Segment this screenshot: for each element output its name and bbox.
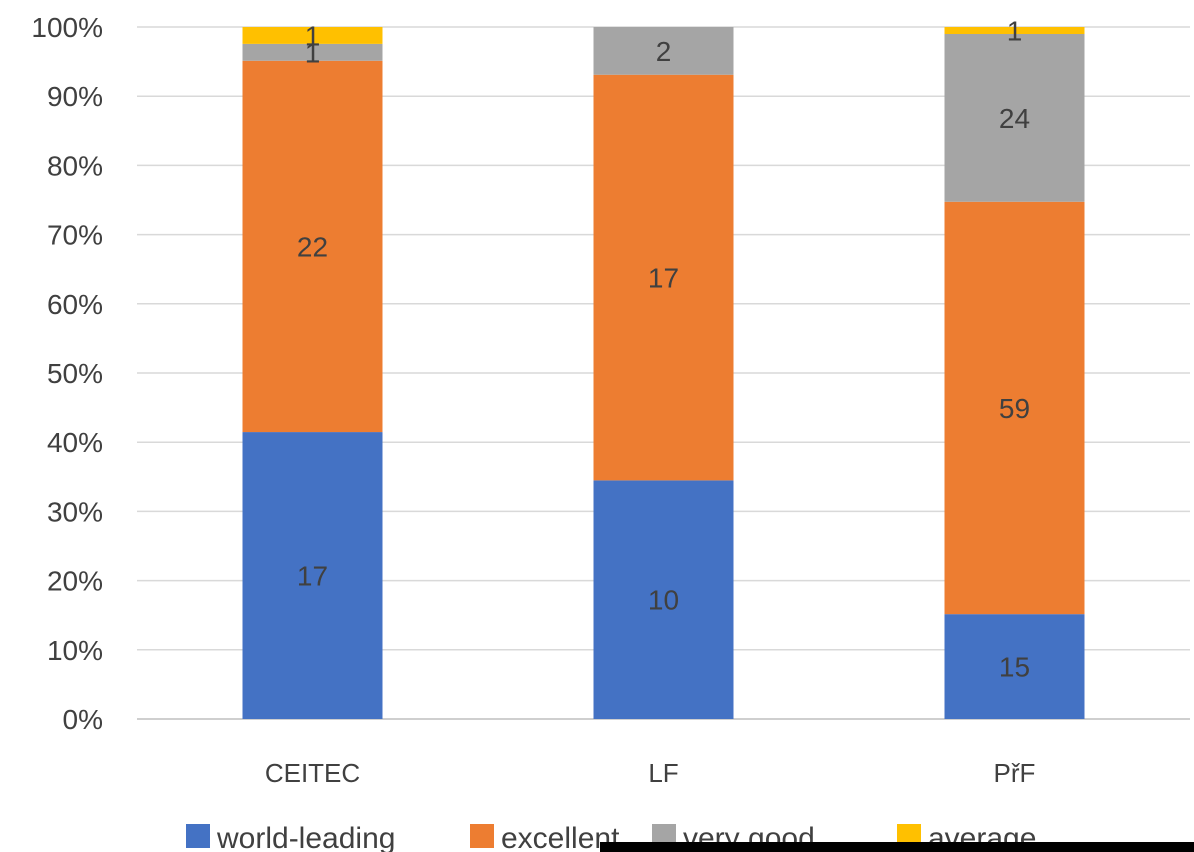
- x-category-label: LF: [648, 758, 678, 788]
- data-label: 1: [305, 37, 321, 68]
- data-label: 10: [648, 585, 679, 616]
- x-category-label: CEITEC: [265, 758, 360, 788]
- bar-segment-world-leading: [593, 480, 734, 719]
- data-label: 1: [305, 20, 321, 51]
- y-tick-label: 60%: [47, 289, 103, 320]
- bar-segment-very-good: [593, 27, 734, 75]
- y-tick-label: 30%: [47, 496, 103, 527]
- data-label: 1: [1007, 15, 1023, 46]
- y-axis-tick-labels: 0% 10% 20% 30% 40% 50% 60% 70% 80% 90% 100%: [31, 12, 103, 735]
- bar-segment-very-good: [242, 43, 383, 61]
- data-label: 22: [297, 231, 328, 262]
- bar-segment-world-leading: [242, 432, 383, 719]
- data-label: 17: [297, 561, 328, 592]
- y-tick-label: 90%: [47, 81, 103, 112]
- y-tick-label: 100%: [31, 12, 103, 43]
- x-category-label: PřF: [994, 758, 1036, 788]
- y-tick-label: 40%: [47, 427, 103, 458]
- bar-segment-average: [944, 27, 1085, 34]
- y-tick-label: 70%: [47, 220, 103, 251]
- data-label: 17: [648, 263, 679, 294]
- y-tick-label: 50%: [47, 358, 103, 389]
- bar-segment-world-leading: [944, 614, 1085, 719]
- bar-segment-excellent: [593, 74, 734, 481]
- bar-segment-excellent: [944, 201, 1085, 615]
- data-label: 24: [999, 103, 1030, 134]
- legend-label: world-leading: [216, 822, 395, 852]
- data-label: 15: [999, 652, 1030, 683]
- data-label: 59: [999, 393, 1030, 424]
- bars: [242, 27, 1085, 719]
- black-bar-overlay: [600, 842, 1194, 852]
- y-tick-label: 80%: [47, 150, 103, 181]
- y-tick-label: 0%: [63, 704, 103, 735]
- x-axis-category-labels: CEITEC LF PřF: [265, 758, 1036, 788]
- y-tick-label: 10%: [47, 635, 103, 666]
- bar-segment-average: [242, 27, 383, 44]
- y-tick-label: 20%: [47, 566, 103, 597]
- data-label: 2: [656, 36, 672, 67]
- bar-segment-excellent: [242, 60, 383, 433]
- legend-swatch: [470, 824, 494, 848]
- bar-segment-very-good: [944, 33, 1085, 202]
- legend-swatch: [186, 824, 210, 848]
